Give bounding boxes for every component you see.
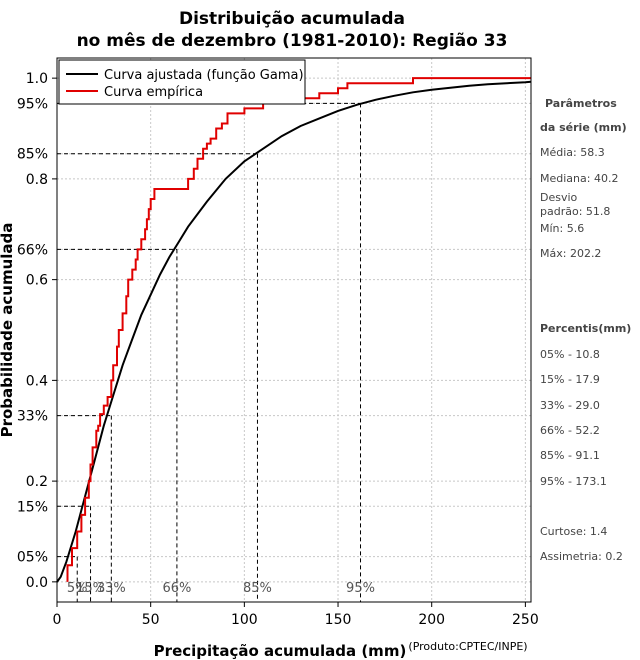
percentile-label-left: 33% bbox=[17, 409, 48, 425]
percentil-95: 95% - 173.1 bbox=[540, 475, 607, 488]
params-title-1: Parâmetros bbox=[545, 97, 617, 110]
percentil-05: 05% - 10.8 bbox=[540, 348, 600, 361]
percentile-label-left: 85% bbox=[17, 147, 48, 163]
percentil-66: 66% - 52.2 bbox=[540, 424, 600, 437]
percentile-label-bottom: 33% bbox=[97, 581, 126, 596]
y-axis-label: Probabilidade acumulada bbox=[0, 223, 16, 438]
empirical-step-line bbox=[66, 77, 531, 582]
stat-desvio-1: Desvio bbox=[540, 191, 578, 204]
percentile-label-bottom: 66% bbox=[162, 581, 191, 596]
x-tick-label: 0 bbox=[53, 612, 62, 628]
y-tick-label: 0.4 bbox=[26, 373, 48, 389]
percentile-label-bottom: 85% bbox=[243, 581, 272, 596]
percentile-label-left: 66% bbox=[17, 242, 48, 258]
percentile-label-bottom: 5% bbox=[67, 581, 88, 596]
percentile-guides bbox=[57, 102, 362, 602]
percentile-label-bottom: 15% bbox=[76, 581, 105, 596]
x-axis-ticks: 0 50 100 150 200 250 bbox=[53, 602, 539, 628]
x-tick-label: 50 bbox=[142, 612, 160, 628]
percentile-label-left: 05% bbox=[17, 550, 48, 566]
grid bbox=[56, 58, 531, 602]
stat-mediana: Mediana: 40.2 bbox=[540, 172, 618, 185]
percentil-85: 85% - 91.1 bbox=[540, 449, 600, 462]
percentile-label-left: 95% bbox=[17, 96, 48, 112]
chart-title-line-2: no mês de dezembro (1981-2010): Região 3… bbox=[77, 31, 508, 51]
y-axis-ticks: 0.0 0.2 0.4 0.6 0.8 1.0 bbox=[26, 71, 57, 591]
params-title-2: da série (mm) bbox=[540, 121, 627, 134]
percentil-15: 15% - 17.9 bbox=[540, 373, 600, 386]
credit-text: (Produto:CPTEC/INPE) bbox=[408, 640, 527, 653]
percentile-label-bottom: 95% bbox=[346, 581, 375, 596]
percentil-33: 33% - 29.0 bbox=[540, 399, 600, 412]
stat-max: Máx: 202.2 bbox=[540, 247, 601, 260]
legend-label-empirical: Curva empírica bbox=[104, 85, 203, 100]
y-tick-label: 0.8 bbox=[26, 172, 48, 188]
x-tick-label: 100 bbox=[231, 612, 258, 628]
fitted-curve-line bbox=[56, 80, 532, 583]
series bbox=[56, 77, 532, 583]
stat-curtose: Curtose: 1.4 bbox=[540, 525, 607, 538]
y-tick-label: 0.2 bbox=[26, 474, 48, 490]
side-panel: Parâmetros da série (mm) Média: 58.3 Med… bbox=[540, 97, 631, 563]
stat-media: Média: 58.3 bbox=[540, 146, 605, 159]
stat-min: Mín: 5.6 bbox=[540, 222, 584, 235]
chart-title-line-1: Distribuição acumulada bbox=[179, 9, 405, 29]
percentis-title: Percentis(mm) bbox=[540, 322, 631, 335]
y-tick-label: 0.0 bbox=[26, 575, 48, 591]
percentile-labels: 05%5%15%15%33%33%66%66%85%85%95%95% bbox=[17, 96, 375, 596]
y-tick-label: 0.6 bbox=[26, 273, 48, 289]
x-tick-label: 150 bbox=[325, 612, 352, 628]
legend-label-fitted: Curva ajustada (função Gama) bbox=[104, 68, 304, 83]
x-axis-label: Precipitação acumulada (mm) bbox=[154, 642, 407, 660]
legend: Curva ajustada (função Gama) Curva empír… bbox=[58, 59, 306, 105]
plot-frame bbox=[56, 57, 532, 603]
stat-assimetria: Assimetria: 0.2 bbox=[540, 550, 623, 563]
percentile-label-left: 15% bbox=[17, 499, 48, 515]
legend-box bbox=[58, 59, 306, 105]
stat-desvio-2: padrão: 51.8 bbox=[540, 205, 610, 218]
y-tick-label: 1.0 bbox=[26, 71, 48, 87]
x-tick-label: 250 bbox=[512, 612, 539, 628]
x-tick-label: 200 bbox=[418, 612, 445, 628]
